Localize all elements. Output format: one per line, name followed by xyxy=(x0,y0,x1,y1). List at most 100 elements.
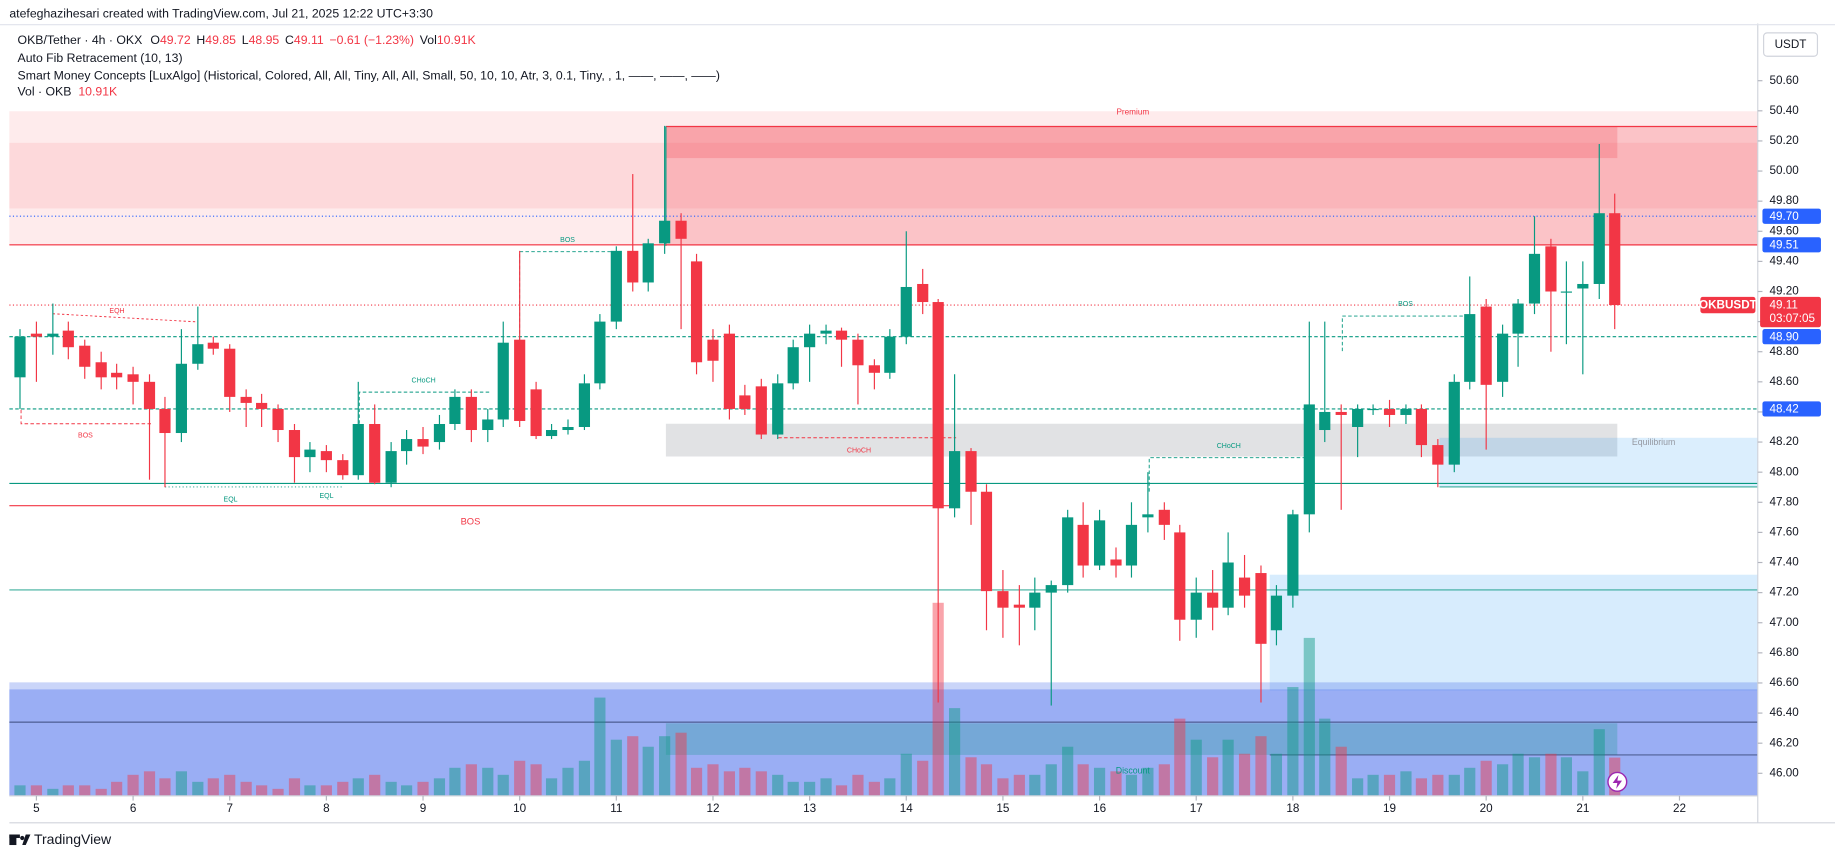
legend-key: H xyxy=(196,33,205,47)
candle-body xyxy=(497,342,509,420)
volume-bar xyxy=(1142,767,1154,796)
volume-bar xyxy=(1383,774,1396,796)
volume-bar xyxy=(514,760,526,796)
volume-bar xyxy=(1222,739,1234,796)
volume-bar xyxy=(1238,753,1251,796)
y-tick-label: 50.00 xyxy=(1769,164,1799,177)
structure-line xyxy=(1341,315,1473,352)
symbol-badge xyxy=(1700,296,1756,314)
volume-bar xyxy=(95,788,107,796)
volume-bar xyxy=(1352,778,1364,796)
y-tick-label: 48.80 xyxy=(1769,345,1799,358)
candle-body xyxy=(1432,445,1444,465)
volume-bar xyxy=(852,774,864,796)
price-badge xyxy=(1762,401,1821,417)
volume-bar xyxy=(772,774,784,796)
x-tick-label: 10 xyxy=(513,802,527,815)
structure-label: BOS xyxy=(1398,301,1413,308)
candle-body xyxy=(514,339,526,421)
y-tick-label: 46.40 xyxy=(1769,706,1799,719)
candle-body xyxy=(594,321,606,384)
indicator-name: Smart Money Concepts [LuxAlgo] (Historic… xyxy=(18,68,720,82)
volume-bar xyxy=(433,778,446,796)
volume-bar xyxy=(739,767,751,796)
footer-logo xyxy=(9,834,31,846)
footer-brand: TradingView xyxy=(34,831,112,847)
volume-bar xyxy=(755,771,767,796)
candle-body xyxy=(1303,404,1315,515)
volume-bar xyxy=(659,736,671,796)
candle-body xyxy=(1287,514,1299,596)
currency-button[interactable] xyxy=(1763,32,1819,57)
candle-body xyxy=(352,423,364,476)
structure-label: BOS xyxy=(461,517,481,527)
candle-body xyxy=(659,220,671,244)
y-tick-label: 46.80 xyxy=(1769,646,1799,659)
alert-icon-bolt xyxy=(1612,774,1623,789)
attribution: atefeghazihesari created with TradingVie… xyxy=(9,6,433,20)
y-tick-label: 48.00 xyxy=(1769,465,1799,478)
legend-symbol: OKB/Tether · 4h · OKX xyxy=(18,33,143,47)
y-tick-label: 47.20 xyxy=(1769,586,1799,599)
volume-bar xyxy=(835,785,848,796)
volume-bar xyxy=(1593,729,1605,796)
volume-bar xyxy=(1077,764,1089,796)
y-tick-label: 49.80 xyxy=(1769,194,1799,207)
volume-bar xyxy=(804,781,816,796)
last-price-badge xyxy=(1760,296,1821,328)
volume-bar xyxy=(47,788,59,796)
candle-body xyxy=(1174,532,1186,620)
volume-bar xyxy=(159,778,171,796)
x-tick-label: 20 xyxy=(1480,802,1493,815)
structure-label: BOS xyxy=(78,432,93,439)
candle-body xyxy=(79,345,91,367)
volume-bar xyxy=(1335,746,1347,796)
volume-bar xyxy=(192,781,204,796)
volume-bar xyxy=(949,708,961,796)
candle-body xyxy=(159,408,171,434)
candle-body xyxy=(62,330,74,348)
volume-bar xyxy=(1512,753,1524,796)
volume-bar xyxy=(675,732,687,796)
volume-bar xyxy=(14,785,26,796)
y-tick-label: 50.40 xyxy=(1769,104,1799,117)
price-badge-label: 49.70 xyxy=(1769,210,1799,223)
currency-label[interactable]: USDT xyxy=(1775,38,1807,51)
candle-body xyxy=(562,427,574,431)
candle-body xyxy=(417,439,429,447)
volume-bar xyxy=(127,774,139,796)
volume-bar xyxy=(1400,771,1412,796)
volume-bar xyxy=(385,781,397,796)
y-tick-label: 48.60 xyxy=(1769,375,1799,388)
symbol-badge-label: OKBUSDT xyxy=(1699,299,1758,312)
volume-bar xyxy=(917,760,929,796)
price-badge-label: 49.51 xyxy=(1769,239,1798,252)
candle-body xyxy=(932,302,944,509)
candle-body xyxy=(820,330,832,334)
candle-body xyxy=(1512,303,1524,334)
x-tick-label: 19 xyxy=(1383,802,1396,815)
volume-bar xyxy=(320,785,332,796)
volume-bar xyxy=(868,781,880,796)
volume-bar xyxy=(272,788,284,796)
volume-bar xyxy=(1577,771,1589,796)
structure-label: EQL xyxy=(319,493,333,500)
volume-bar xyxy=(1045,764,1057,796)
premium-zone xyxy=(9,111,1758,246)
volume-bar xyxy=(900,753,912,796)
candle-body xyxy=(111,372,123,378)
candle-body xyxy=(675,220,687,239)
candle-body xyxy=(868,365,880,373)
volume-layer xyxy=(14,602,1621,796)
volume-bar xyxy=(723,771,735,796)
volume-bar xyxy=(965,757,977,796)
legend-key: O xyxy=(150,33,160,47)
x-tick-label: 14 xyxy=(900,802,914,815)
y-tick-label: 46.20 xyxy=(1769,736,1799,749)
logo-part xyxy=(22,834,31,846)
candle-body xyxy=(224,348,236,397)
x-tick-label: 22 xyxy=(1673,802,1686,815)
price-badge-label: 48.42 xyxy=(1769,403,1798,416)
candle-body xyxy=(997,591,1009,608)
